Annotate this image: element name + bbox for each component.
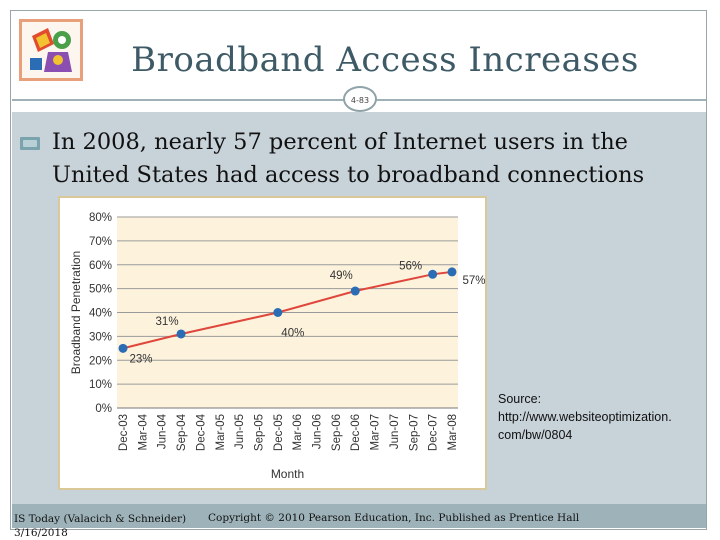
data-label: 56% [399, 260, 422, 272]
bullet-icon [20, 137, 40, 150]
x-tick-label: Sep-04 [176, 413, 188, 451]
x-tick-label: Sep-07 [408, 414, 420, 451]
y-tick-label: 10% [89, 379, 112, 391]
textbook-logo [19, 19, 83, 81]
x-tick-label: Jun-05 [234, 414, 246, 449]
slide-title: Broadband Access Increases [131, 40, 639, 80]
x-axis-label: Month [271, 467, 304, 481]
source-url-line-1: http://www.websiteoptimization. [498, 410, 672, 424]
footer-bar [12, 504, 706, 528]
x-tick-label: Dec-07 [428, 414, 440, 451]
data-point [428, 269, 438, 279]
y-tick-label: 80% [89, 212, 112, 224]
data-label: 49% [330, 270, 353, 282]
x-tick-label: Mar-08 [447, 414, 459, 450]
chart-svg: 0% 10% 20% 30% 40% 50% 60% 70% 80% Dec-03 Mar-04 Ju… [69, 212, 486, 481]
data-point [447, 267, 457, 277]
slide-frame [10, 10, 707, 530]
footer-copyright: Copyright © 2010 Pearson Education, Inc.… [208, 512, 580, 524]
source-url-line-2: com/bw/0804 [498, 428, 573, 442]
x-tick-label: Jun-04 [157, 413, 169, 449]
x-tick-label: Mar-07 [370, 414, 382, 450]
x-tick-label: Dec-03 [118, 414, 130, 451]
x-tick-label: Mar-05 [215, 414, 227, 450]
source-note: Source: http://www.websiteoptimization. … [498, 390, 708, 444]
data-label: 23% [129, 353, 152, 365]
x-tick-label: Jun-07 [389, 414, 401, 449]
bullet-text: In 2008, nearly 57 percent of Internet u… [52, 129, 645, 188]
x-tick-label: Mar-06 [292, 414, 304, 450]
y-axis-label: Broadband Penetration [69, 251, 83, 374]
y-tick-label: 30% [89, 331, 112, 343]
x-tick-label: Sep-06 [331, 414, 343, 451]
x-tick-label: Mar-04 [137, 413, 149, 450]
y-tick-label: 50% [89, 284, 112, 296]
footer-course: IS Today (Valacich & Schneider) [14, 513, 187, 525]
data-point [273, 308, 283, 317]
x-tick-label: Dec-04 [195, 413, 207, 451]
y-tick-label: 20% [89, 355, 112, 367]
data-point [350, 286, 360, 296]
broadband-chart: 0% 10% 20% 30% 40% 50% 60% 70% 80% Dec-03 Mar-04 Ju… [58, 196, 487, 490]
x-tick-label: Jun-06 [312, 414, 324, 449]
y-tick-label: 70% [89, 236, 112, 248]
y-tick-label: 0% [95, 403, 112, 415]
data-label: 40% [281, 328, 304, 340]
data-label: 31% [156, 316, 179, 328]
data-point [118, 343, 128, 353]
source-label: Source: [498, 392, 542, 406]
x-tick-label: Dec-05 [273, 414, 285, 451]
footer-date: 3/16/2018 [14, 527, 68, 539]
y-tick-label: 60% [89, 260, 112, 272]
x-tick-label: Dec-06 [350, 414, 362, 451]
y-tick-label: 40% [89, 308, 112, 320]
slide-number: 4-83 [343, 86, 377, 112]
data-label: 57% [462, 275, 485, 287]
data-point [176, 329, 186, 339]
x-tick-label: Sep-05 [253, 414, 265, 451]
